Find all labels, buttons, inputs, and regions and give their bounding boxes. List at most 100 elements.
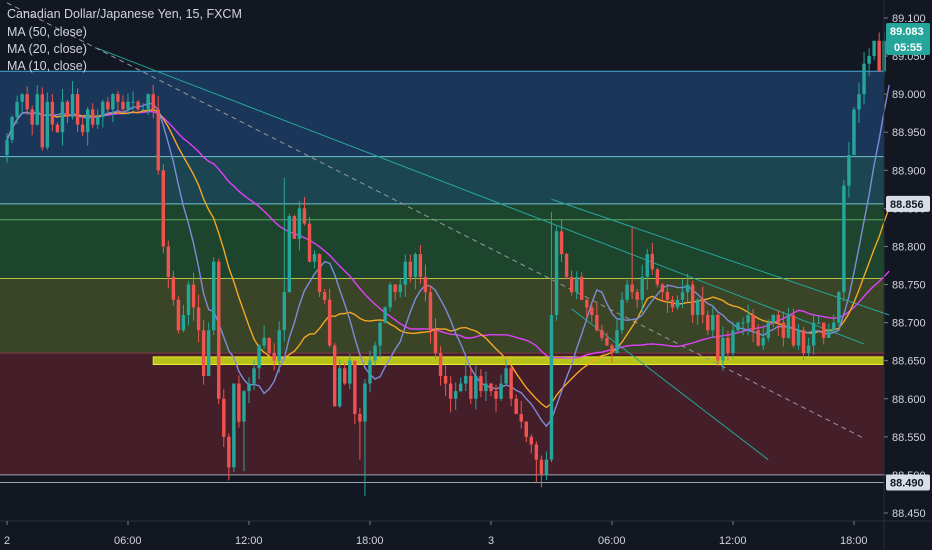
candle-body: [877, 40, 881, 72]
candle-body: [181, 315, 186, 331]
price-tick-label: 88.800: [892, 241, 926, 253]
candle-body: [433, 330, 438, 354]
price-badge-label: 88.856: [890, 199, 924, 211]
candle: [302, 196, 307, 226]
candle: [373, 341, 377, 366]
candle: [131, 91, 135, 111]
candle-body: [373, 345, 377, 361]
fib-zones: [0, 71, 884, 475]
candle-body: [832, 322, 836, 331]
candle: [827, 323, 831, 338]
candle-body: [25, 94, 29, 110]
candle-body: [20, 94, 24, 102]
candle-body: [368, 360, 372, 384]
time-tick-label: 12:00: [235, 535, 263, 547]
candle-body: [363, 383, 367, 422]
candle-body: [796, 330, 801, 346]
trendline-0: [97, 47, 865, 345]
candle-body: [206, 330, 211, 376]
candle: [751, 308, 755, 343]
candle: [761, 325, 765, 351]
candle: [35, 85, 39, 126]
candle-body: [80, 124, 85, 133]
candle: [101, 99, 105, 128]
candle: [675, 295, 680, 310]
candle: [519, 400, 523, 429]
candle-body: [509, 368, 513, 399]
candle-body: [65, 101, 70, 117]
candle-body: [459, 383, 463, 392]
candle: [701, 286, 705, 324]
candle-body: [408, 261, 413, 277]
trendlines[interactable]: [6, 2, 890, 461]
candle-body: [675, 299, 680, 308]
candle: [297, 201, 302, 251]
candle-body: [343, 368, 347, 384]
candle: [368, 350, 372, 393]
candle-body: [499, 383, 503, 399]
candle: [776, 310, 781, 337]
candle: [353, 360, 357, 425]
candle-body: [146, 94, 150, 110]
candle-body: [332, 345, 337, 407]
candle-body: [403, 261, 407, 285]
candle-body: [201, 330, 206, 376]
candle: [655, 268, 660, 288]
support-band[interactable]: [152, 356, 885, 365]
candle-body: [605, 337, 609, 346]
ma-line-20: [6, 109, 890, 409]
candle: [857, 82, 861, 124]
candle: [741, 317, 745, 336]
candle-body: [534, 444, 539, 460]
candle: [418, 245, 423, 284]
candle-body: [348, 360, 352, 384]
candle: [116, 90, 120, 114]
candle: [716, 313, 720, 367]
candle-body: [469, 375, 473, 399]
candle-body: [726, 337, 730, 354]
candle: [186, 280, 191, 326]
candle: [363, 378, 367, 497]
candle: [161, 164, 165, 254]
candle: [650, 243, 655, 275]
candle: [600, 324, 604, 341]
candle-body: [443, 375, 448, 384]
candle-body: [751, 315, 755, 331]
candle: [479, 369, 483, 398]
candle: [711, 307, 715, 339]
price-tick-label: 89.000: [892, 89, 926, 101]
candle-body: [413, 254, 418, 277]
candle-body: [398, 284, 402, 293]
candle-body: [55, 124, 60, 133]
candle: [539, 455, 544, 488]
candle-body: [262, 337, 266, 346]
candle: [453, 382, 458, 411]
candle-body: [610, 345, 614, 354]
candle-body: [474, 375, 478, 399]
candle-body: [297, 208, 302, 239]
candle: [428, 285, 433, 344]
candle-body: [569, 276, 574, 293]
candle: [610, 343, 614, 364]
candle-body: [50, 101, 55, 125]
candle: [645, 248, 649, 290]
candle: [322, 288, 327, 304]
candle: [217, 258, 221, 405]
candle-body: [771, 315, 776, 323]
candle: [847, 141, 851, 198]
candle-body: [227, 436, 231, 468]
candle: [292, 214, 297, 240]
candle: [378, 321, 382, 358]
candle-body: [116, 94, 120, 102]
candle: [307, 216, 312, 263]
candle: [867, 48, 871, 77]
price-tick-label: 88.900: [892, 165, 926, 177]
candle-body: [791, 315, 796, 346]
candle: [242, 389, 246, 472]
candle: [403, 254, 407, 297]
candle: [388, 281, 392, 312]
candle: [151, 84, 155, 119]
candle: [237, 375, 241, 428]
